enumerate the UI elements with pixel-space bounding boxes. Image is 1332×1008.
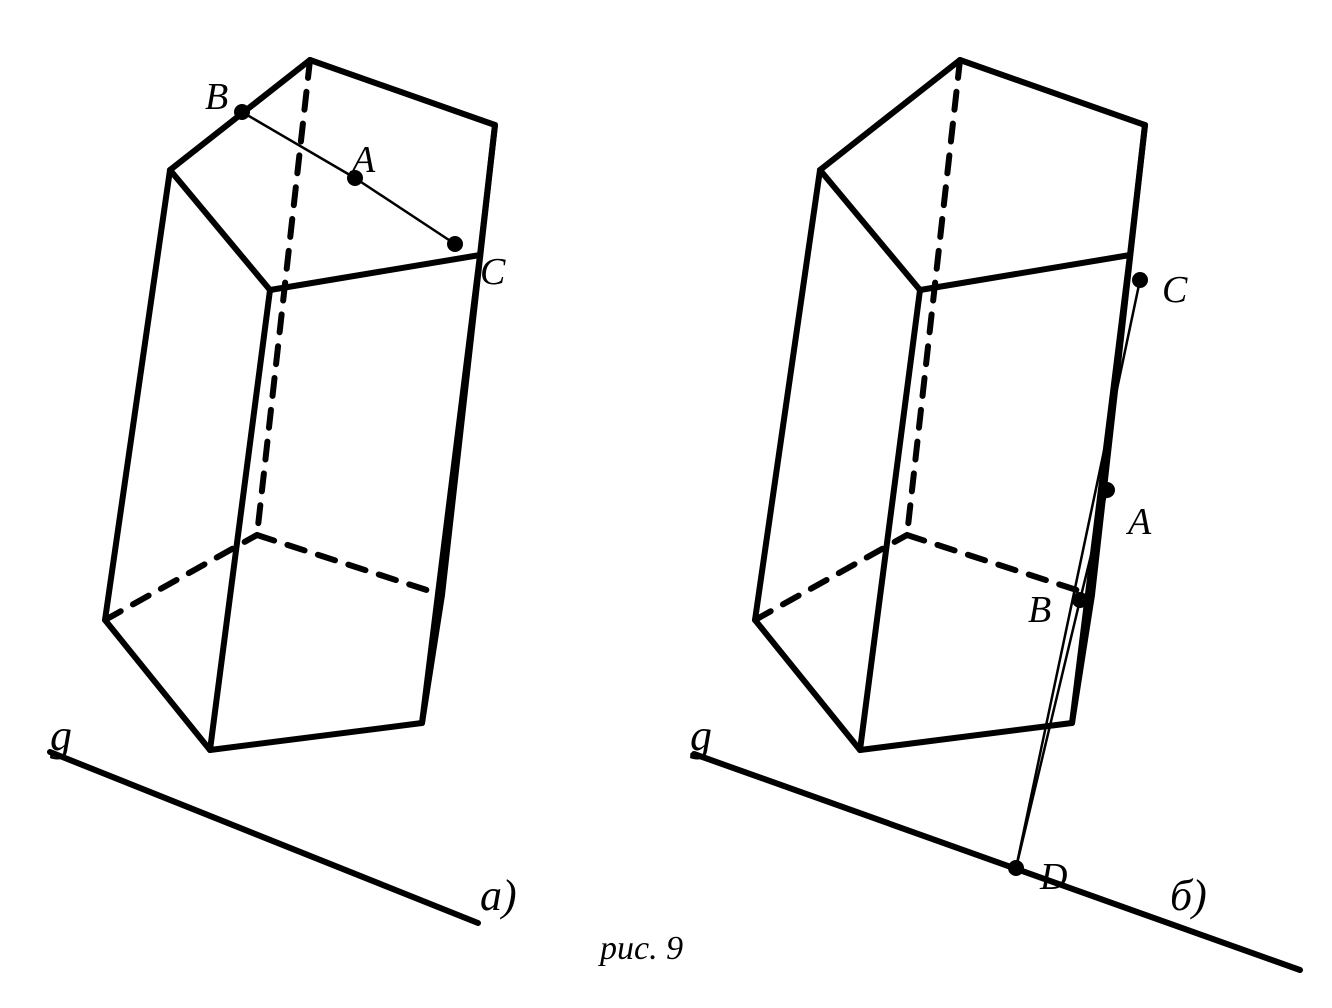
fig-b-label-B: B: [1028, 588, 1051, 632]
fig-a-label-C: C: [480, 250, 505, 294]
fig-b-sub: б): [1170, 870, 1207, 921]
fig-a-g: g: [50, 710, 72, 761]
fig-a-label-B: B: [205, 75, 228, 119]
fig-a-label-A: A: [352, 138, 375, 182]
fig-a-sub: а): [480, 870, 517, 921]
fig-b-label-A: A: [1128, 500, 1151, 544]
fig-b-label-C: C: [1162, 268, 1187, 312]
fig-b-g: g: [690, 710, 712, 761]
fig-b-label-D: D: [1040, 855, 1067, 899]
caption: рис. 9: [600, 930, 683, 968]
